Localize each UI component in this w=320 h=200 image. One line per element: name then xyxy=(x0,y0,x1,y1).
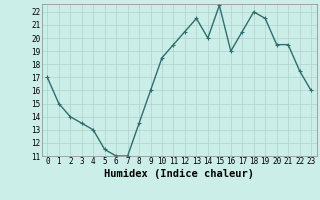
X-axis label: Humidex (Indice chaleur): Humidex (Indice chaleur) xyxy=(104,169,254,179)
